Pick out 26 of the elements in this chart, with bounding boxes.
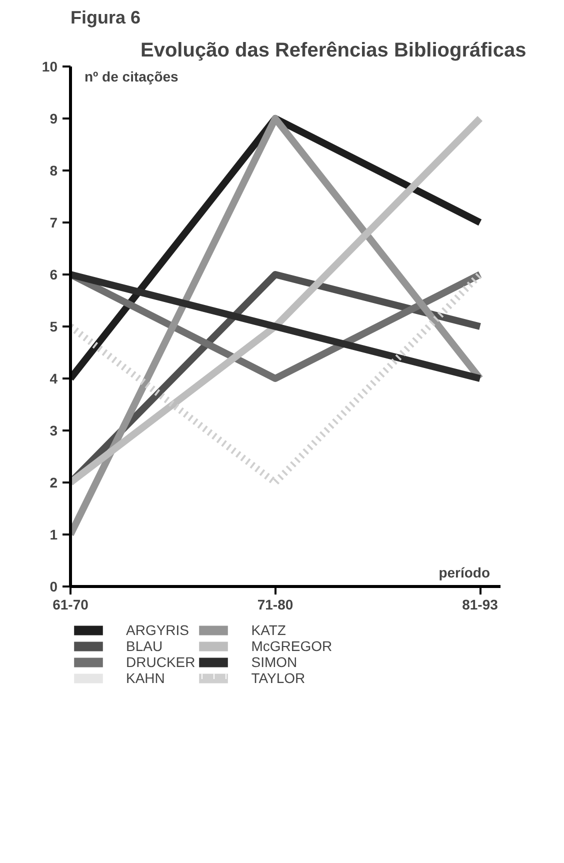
y-tick-label: 10 xyxy=(42,58,58,74)
y-tick-label: 9 xyxy=(50,110,58,126)
y-tick-label: 4 xyxy=(50,370,58,386)
x-axis-title: período xyxy=(438,564,490,580)
legend-label: DRUCKER xyxy=(126,654,196,670)
legend-label: SIMON xyxy=(251,654,298,670)
legend-label: McGREGOR xyxy=(251,638,332,654)
y-tick-label: 5 xyxy=(50,318,58,334)
y-tick-label: 7 xyxy=(50,214,58,230)
text: Figura 6 xyxy=(70,8,141,28)
legend-label: KATZ xyxy=(251,622,286,638)
legend-label: BLAU xyxy=(126,638,163,654)
y-tick-label: 0 xyxy=(50,578,58,594)
legend-label: ARGYRIS xyxy=(126,622,190,638)
x-tick-label: 61-70 xyxy=(52,596,89,612)
y-tick-label: 1 xyxy=(50,526,58,542)
y-axis-title: nº de citações xyxy=(84,68,179,84)
y-tick-label: 8 xyxy=(50,162,58,178)
legend-label: KAHN xyxy=(126,670,165,686)
x-tick-label: 81-93 xyxy=(462,596,498,612)
x-tick-label: 71-80 xyxy=(257,596,294,612)
y-tick-label: 6 xyxy=(50,266,58,282)
chart-title: Evolução das Referências Bibliográficas xyxy=(140,40,526,62)
y-tick-label: 3 xyxy=(50,422,58,438)
y-tick-label: 2 xyxy=(50,474,58,490)
legend-label: TAYLOR xyxy=(251,670,306,686)
